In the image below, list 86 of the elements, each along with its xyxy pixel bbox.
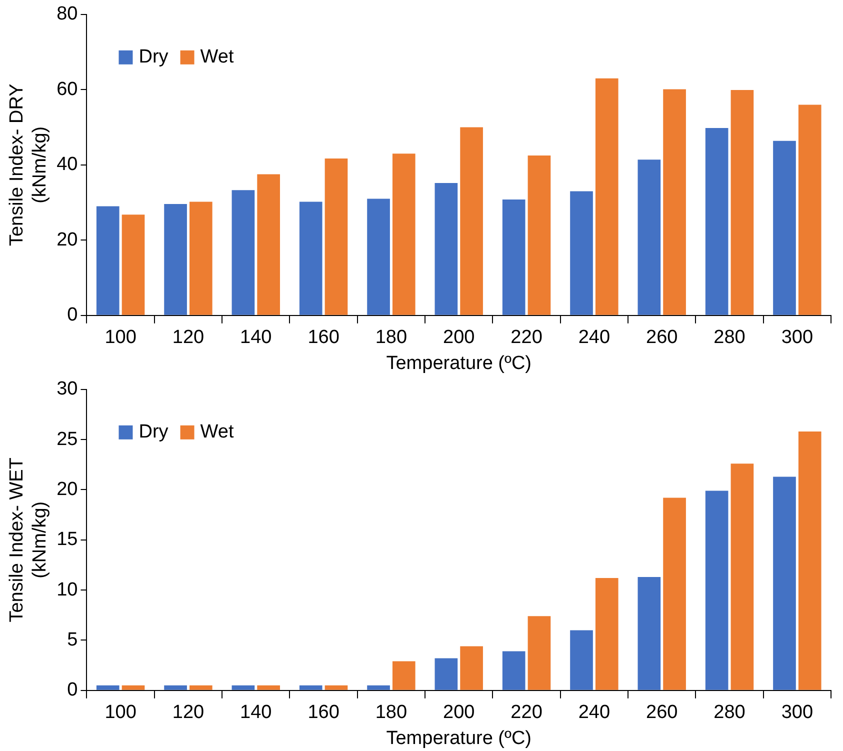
x-tick-label: 120: [172, 327, 204, 348]
bar: [798, 432, 822, 690]
y-tick-label: 30: [56, 378, 78, 400]
bar: [392, 154, 416, 315]
x-tick-label: 220: [510, 327, 542, 348]
x-tick-label: 300: [781, 702, 814, 724]
bar: [232, 190, 255, 315]
y-tick-label: 5: [67, 629, 78, 650]
x-axis-title: Temperature (ºC): [386, 352, 532, 374]
bar: [502, 651, 526, 690]
x-tick-label: 200: [443, 327, 475, 348]
bar: [257, 685, 280, 690]
x-tick-label: 180: [375, 702, 408, 724]
y-tick-label: 20: [56, 478, 78, 500]
bar: [96, 685, 120, 690]
x-tick-label: 260: [646, 702, 678, 724]
legend-label: Dry: [138, 46, 169, 68]
y-tick-label: 20: [56, 229, 78, 250]
x-tick-label: 120: [172, 702, 204, 724]
x-tick-label: 280: [714, 327, 746, 348]
bar: [324, 158, 348, 315]
x-tick-label: 140: [240, 327, 272, 348]
x-axis-title: Temperature (ºC): [386, 728, 532, 749]
x-tick-label: 200: [443, 702, 475, 724]
y-tick-label: 15: [56, 529, 78, 550]
y-tick-label: 10: [56, 579, 78, 600]
bar: [705, 490, 728, 690]
bar: [638, 577, 661, 690]
y-tick-label: 40: [56, 154, 78, 176]
bar: [392, 661, 416, 690]
bar: [638, 160, 661, 315]
x-tick-label: 220: [510, 702, 542, 724]
x-tick-label: 240: [578, 327, 610, 348]
bar: [570, 191, 593, 315]
bar: [164, 204, 187, 315]
legend-label: Wet: [200, 422, 234, 443]
bar: [434, 658, 458, 690]
bar: [570, 630, 593, 690]
y-axis-title: Tensile Index- DRY (kNm/kg): [6, 83, 50, 246]
x-tick-label: 300: [781, 327, 814, 348]
y-tick-label: 60: [56, 78, 78, 100]
y-tick-label: 0: [67, 304, 78, 326]
bar: [798, 104, 822, 315]
bar: [96, 206, 120, 315]
bar: [460, 127, 483, 315]
bar: [773, 140, 796, 315]
x-tick-label: 100: [104, 327, 136, 348]
x-tick-label: 260: [646, 327, 678, 348]
bar: [324, 685, 348, 690]
bar: [705, 128, 728, 315]
bar: [730, 464, 754, 690]
bar: [663, 89, 686, 315]
bar: [189, 685, 212, 690]
x-tick-label: 160: [308, 702, 340, 724]
bar: [367, 198, 390, 315]
bar: [299, 202, 322, 315]
y-axis-title: Tensile Index- WET (kNm/kg): [6, 457, 50, 622]
bar: [367, 685, 390, 690]
bar: [257, 174, 280, 315]
y-tick-label: 0: [67, 680, 78, 701]
x-tick-label: 240: [578, 702, 610, 724]
bar: [434, 182, 458, 315]
bar: [189, 202, 212, 315]
bar: [502, 200, 526, 315]
y-tick-label: 80: [56, 4, 78, 25]
bar: [595, 578, 618, 690]
bar: [528, 616, 551, 690]
bar: [460, 646, 483, 690]
x-tick-label: 140: [240, 702, 272, 724]
bar: [730, 90, 754, 315]
bar: [528, 155, 551, 315]
bar: [122, 214, 145, 315]
bar: [122, 685, 145, 690]
y-tick-label: 25: [56, 428, 78, 450]
bar: [663, 498, 686, 690]
bar: [232, 685, 255, 690]
x-tick-label: 160: [308, 327, 340, 348]
bar: [164, 685, 187, 690]
legend-label: Dry: [138, 422, 169, 443]
x-tick-label: 100: [104, 702, 136, 724]
bar: [773, 476, 796, 690]
x-tick-label: 280: [714, 702, 746, 724]
x-tick-label: 180: [375, 327, 408, 348]
bar: [595, 78, 618, 315]
legend-label: Wet: [200, 46, 234, 68]
bar: [299, 685, 322, 690]
